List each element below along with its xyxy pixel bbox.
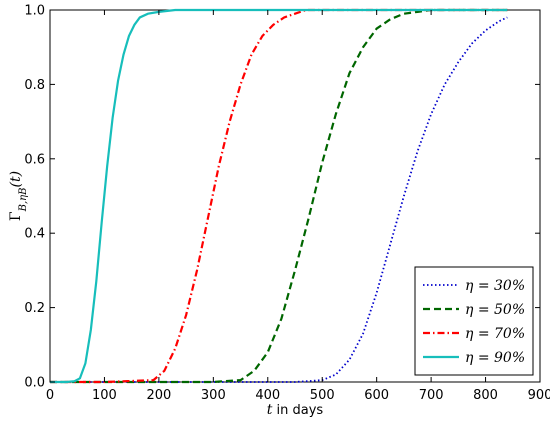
x-tick-label: 900 (528, 388, 550, 403)
y-tick-label: 0.4 (24, 227, 45, 242)
x-tick-label: 200 (146, 388, 171, 403)
x-tick-label: 0 (46, 388, 54, 403)
legend-label-3: η = 90% (465, 350, 525, 366)
x-tick-label: 700 (419, 388, 444, 403)
x-tick-label: 100 (92, 388, 117, 403)
y-label-sub: B,ηB (18, 187, 29, 212)
x-axis-label-var: t (267, 402, 273, 418)
y-axis-label: ΓB,ηB(t) (8, 171, 29, 221)
y-label-arg: (t) (8, 171, 24, 188)
series-line-3 (50, 8, 508, 384)
legend-label-0: η = 30% (465, 278, 525, 294)
series-line-1 (50, 8, 508, 384)
x-tick-label: 500 (310, 388, 335, 403)
x-axis-label: t in days (267, 402, 324, 418)
x-tick-label: 300 (201, 388, 226, 403)
legend: η = 30% η = 50% η = 70% η = 90% (414, 266, 534, 376)
series-line-2 (50, 8, 508, 384)
x-axis-ticks: 0 100 200 300 400 500 600 700 800 900 (46, 10, 550, 403)
y-label-gamma: Γ (8, 211, 24, 221)
x-tick-label: 400 (255, 388, 280, 403)
legend-label-2: η = 70% (465, 326, 525, 342)
y-tick-label: 1.0 (24, 4, 45, 19)
x-tick-label: 800 (473, 388, 498, 403)
series-line-0 (50, 16, 508, 383)
y-tick-label: 0.8 (24, 78, 45, 93)
x-axis-label-text: in days (272, 403, 323, 418)
x-tick-label: 600 (364, 388, 389, 403)
series-layer (50, 8, 508, 384)
y-axis-ticks: 0.0 0.2 0.4 0.6 0.8 1.0 (24, 4, 540, 391)
legend-label-1: η = 50% (465, 302, 525, 318)
y-tick-label: 0.6 (24, 152, 45, 167)
y-tick-label: 0.2 (24, 301, 45, 316)
y-tick-label: 0.0 (24, 376, 45, 391)
